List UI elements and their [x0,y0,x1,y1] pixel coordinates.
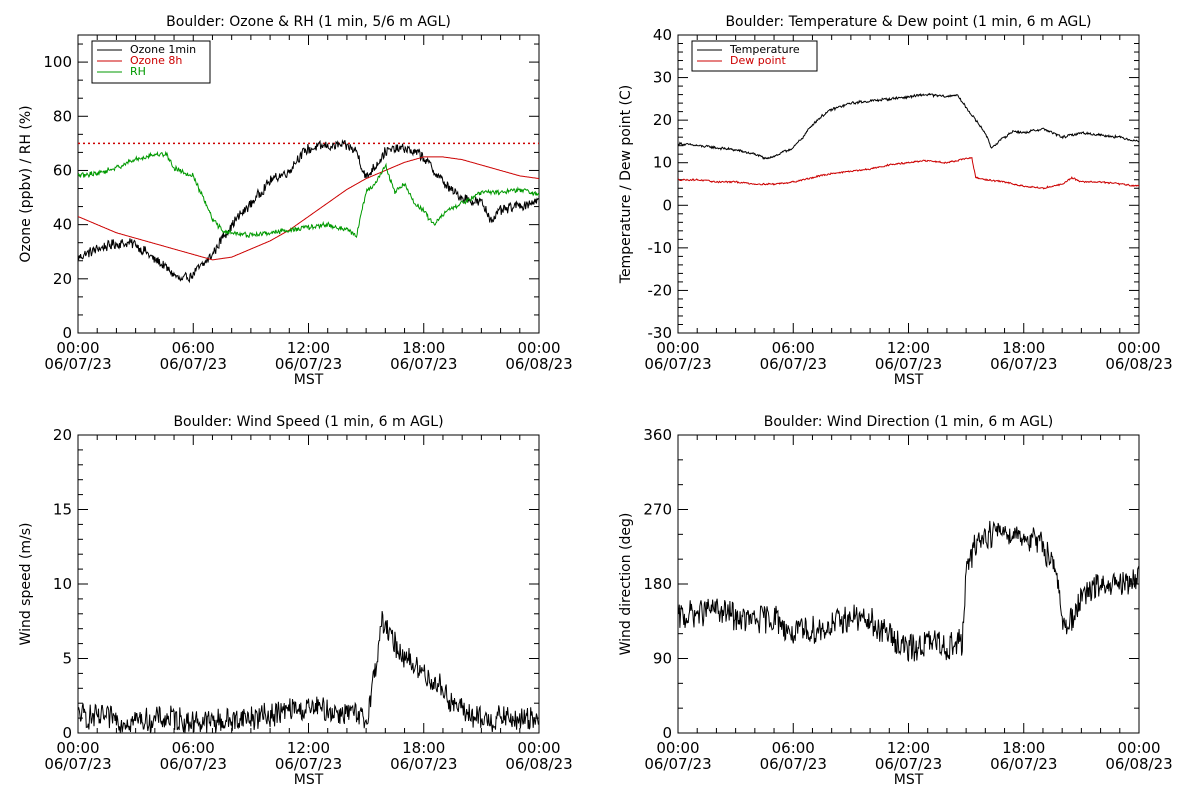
x-tick-label-date: 06/07/23 [160,755,227,773]
plot-frame [677,434,1140,734]
x-tick-label-time: 12:00 [287,339,330,357]
x-tick-label-date: 06/07/23 [390,755,457,773]
chart-title: Boulder: Wind Speed (1 min, 6 m AGL) [173,414,443,430]
y-tick-label: 0 [62,324,72,342]
chart-title: Boulder: Temperature & Dew point (1 min,… [725,14,1091,30]
y-tick-label: 10 [653,154,672,172]
y-tick-label: 360 [643,426,672,444]
x-tick-label-time: 00:00 [517,739,560,757]
legend-label: Ozone 1min [130,43,196,56]
x-tick-label-time: 00:00 [656,339,699,357]
y-tick-label: -20 [648,281,673,299]
y-tick-label: 20 [53,270,72,288]
y-tick-label: 60 [53,161,72,179]
x-tick-label-date: 06/07/23 [990,355,1057,373]
x-tick-label-time: 00:00 [517,339,560,357]
y-axis-label: Temperature / Dew point (C) [618,85,634,284]
y-tick-label: 100 [43,53,72,71]
x-tick-label-date: 06/08/23 [1105,355,1172,373]
plot-frame [677,34,1140,334]
series-line-dew-point [678,156,1139,190]
chart-panel-2: Boulder: Temperature & Dew point (1 min,… [618,14,1173,388]
legend-label: Temperature [729,43,800,56]
y-tick-label: 5 [62,650,72,668]
y-tick-label: 10 [53,575,72,593]
series-line-1 [678,520,1139,663]
x-tick-label-time: 18:00 [402,739,445,757]
y-tick-label: 0 [662,724,672,742]
series-line-ozone-1min [78,138,539,284]
x-tick-label-time: 06:00 [172,739,215,757]
x-tick-label-date: 06/07/23 [44,355,111,373]
y-axis-label: Wind speed (m/s) [18,523,34,646]
y-tick-label: 20 [653,111,672,129]
y-tick-label: -30 [648,324,673,342]
x-tick-label-date: 06/08/23 [1105,755,1172,773]
x-tick-label-time: 06:00 [772,739,815,757]
chart-panel-3: Boulder: Wind Speed (1 min, 6 m AGL) 00:0… [18,414,573,788]
y-tick-label: 15 [53,501,72,519]
y-tick-label: 40 [53,216,72,234]
y-tick-label: 180 [643,575,672,593]
series-line-rh [78,150,539,239]
series-line-ozone-8h [78,156,539,261]
x-tick-label-time: 12:00 [887,739,930,757]
x-tick-label-date: 06/07/23 [875,755,942,773]
series-line-1 [78,611,539,733]
x-axis-label: MST [294,772,324,788]
legend-label: Dew point [730,54,786,67]
x-tick-label-date: 06/07/23 [644,355,711,373]
x-tick-label-date: 06/07/23 [44,755,111,773]
y-axis-label: Ozone (ppbv) / RH (%) [18,105,34,262]
x-tick-label-date: 06/07/23 [760,755,827,773]
y-tick-label: 20 [53,426,72,444]
x-tick-label-time: 18:00 [1002,739,1045,757]
x-tick-label-date: 06/07/23 [160,355,227,373]
x-tick-label-date: 06/07/23 [875,355,942,373]
x-tick-label-date: 06/07/23 [275,755,342,773]
legend-box [91,40,211,84]
series-line-temperature [678,92,1139,160]
x-tick-label-time: 18:00 [1002,339,1045,357]
chart-panel-1: Boulder: Ozone & RH (1 min, 5/6 m AGL)00… [18,14,573,388]
x-tick-label-time: 06:00 [172,339,215,357]
x-axis-label: MST [894,372,924,388]
x-tick-label-date: 06/07/23 [760,355,827,373]
x-tick-label-time: 06:00 [772,339,815,357]
y-tick-label: 40 [653,26,672,44]
x-tick-label-date: 06/07/23 [990,755,1057,773]
x-tick-label-time: 12:00 [287,739,330,757]
legend-box [691,40,818,72]
x-axis-label: MST [894,772,924,788]
chart-title: Boulder: Wind Direction (1 min, 6 m AGL) [764,414,1053,430]
legend-label: RH [130,65,146,78]
y-tick-label: 30 [653,69,672,87]
y-tick-label: 270 [643,501,672,519]
x-axis-label: MST [294,372,324,388]
y-tick-label: 80 [53,107,72,125]
y-tick-label: 0 [62,724,72,742]
chart-panel-4: Boulder: Wind Direction (1 min, 6 m AGL)… [618,414,1173,788]
y-axis-label: Wind direction (deg) [618,513,634,656]
x-tick-label-time: 00:00 [1117,739,1160,757]
x-tick-label-time: 00:00 [56,739,99,757]
chart-title: Boulder: Ozone & RH (1 min, 5/6 m AGL) [166,14,451,30]
x-tick-label-date: 06/08/23 [505,755,572,773]
y-tick-label: 0 [662,196,672,214]
x-tick-label-time: 00:00 [656,739,699,757]
x-tick-label-time: 18:00 [402,339,445,357]
x-tick-label-date: 06/07/23 [275,355,342,373]
legend-label: Ozone 8h [130,54,182,67]
x-tick-label-time: 00:00 [56,339,99,357]
plot-frame [77,434,540,734]
x-tick-label-time: 00:00 [1117,339,1160,357]
x-tick-label-date: 06/07/23 [390,355,457,373]
x-tick-label-time: 12:00 [887,339,930,357]
x-tick-label-date: 06/07/23 [644,755,711,773]
x-tick-label-date: 06/08/23 [505,355,572,373]
y-tick-label: -10 [648,239,673,257]
y-tick-label: 90 [653,650,672,668]
